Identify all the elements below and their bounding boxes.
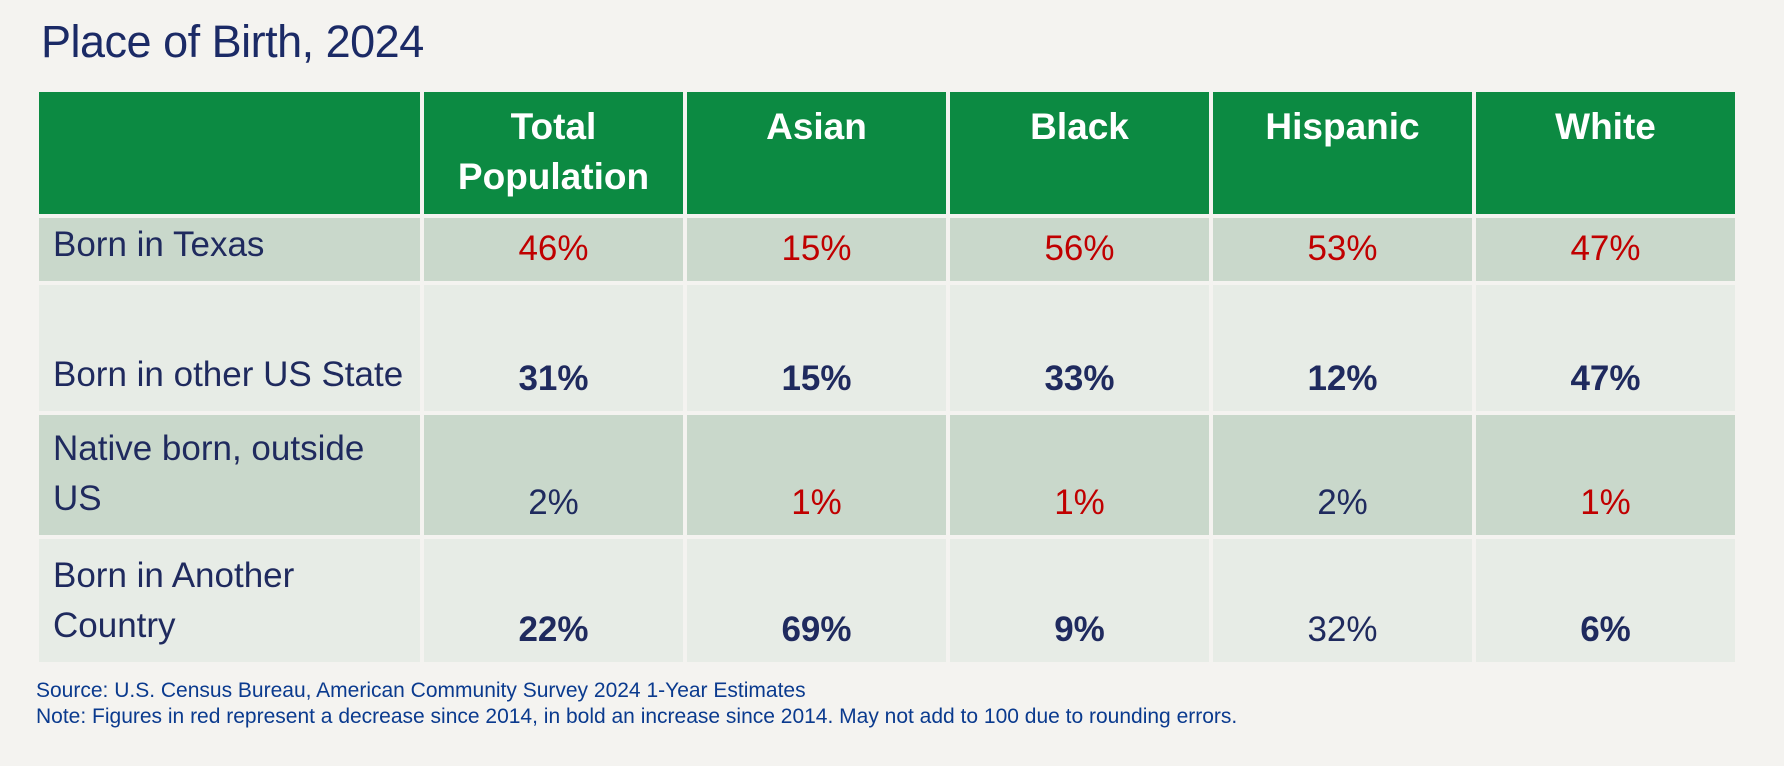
column-header-asian: Asian <box>683 88 950 218</box>
column-header-black: Black <box>946 88 1213 218</box>
value-cell: 15% <box>683 214 950 285</box>
value-cell: 1% <box>683 411 950 539</box>
value-cell: 33% <box>946 281 1213 415</box>
place-of-birth-table: Total Population Asian Black Hispanic Wh… <box>35 88 1739 666</box>
table-row-born-in-another-country: Born in Another Country 22% 69% 9% 32% 6… <box>35 535 1739 666</box>
table-row-born-in-texas: Born in Texas 46% 15% 56% 53% 47% <box>35 214 1739 285</box>
value-cell: 32% <box>1209 535 1476 666</box>
source-note: Source: U.S. Census Bureau, American Com… <box>36 679 806 702</box>
value-cell: 6% <box>1472 535 1739 666</box>
row-label: Born in other US State <box>35 281 424 415</box>
column-header-hispanic: Hispanic <box>1209 88 1476 218</box>
value-cell: 47% <box>1472 214 1739 285</box>
value-cell: 47% <box>1472 281 1739 415</box>
table-header-row: Total Population Asian Black Hispanic Wh… <box>35 88 1739 218</box>
value-cell: 1% <box>1472 411 1739 539</box>
row-label: Native born, outside US <box>35 411 424 539</box>
value-cell: 9% <box>946 535 1213 666</box>
value-cell: 22% <box>420 535 687 666</box>
value-cell: 56% <box>946 214 1213 285</box>
value-cell: 15% <box>683 281 950 415</box>
table-row-native-born-outside-us: Native born, outside US 2% 1% 1% 2% 1% <box>35 411 1739 539</box>
table-row-born-in-other-us-state: Born in other US State 31% 15% 33% 12% 4… <box>35 281 1739 415</box>
footer: Source: U.S. Census Bureau, American Com… <box>36 678 1750 729</box>
row-label: Born in Another Country <box>35 535 424 666</box>
slide: Place of Birth, 2024 Total Population As… <box>35 16 1750 729</box>
value-cell: 69% <box>683 535 950 666</box>
corner-cell <box>35 88 424 218</box>
column-header-white: White <box>1472 88 1739 218</box>
value-cell: 2% <box>420 411 687 539</box>
row-label: Born in Texas <box>35 214 424 285</box>
column-header-total-population: Total Population <box>420 88 687 218</box>
legend-note: Note: Figures in red represent a decreas… <box>36 704 1238 728</box>
value-cell: 46% <box>420 214 687 285</box>
value-cell: 31% <box>420 281 687 415</box>
page-title: Place of Birth, 2024 <box>41 16 424 67</box>
value-cell: 53% <box>1209 214 1476 285</box>
value-cell: 12% <box>1209 281 1476 415</box>
value-cell: 2% <box>1209 411 1476 539</box>
value-cell: 1% <box>946 411 1213 539</box>
